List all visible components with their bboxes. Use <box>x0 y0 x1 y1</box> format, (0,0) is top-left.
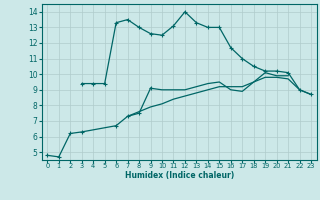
X-axis label: Humidex (Indice chaleur): Humidex (Indice chaleur) <box>124 171 234 180</box>
